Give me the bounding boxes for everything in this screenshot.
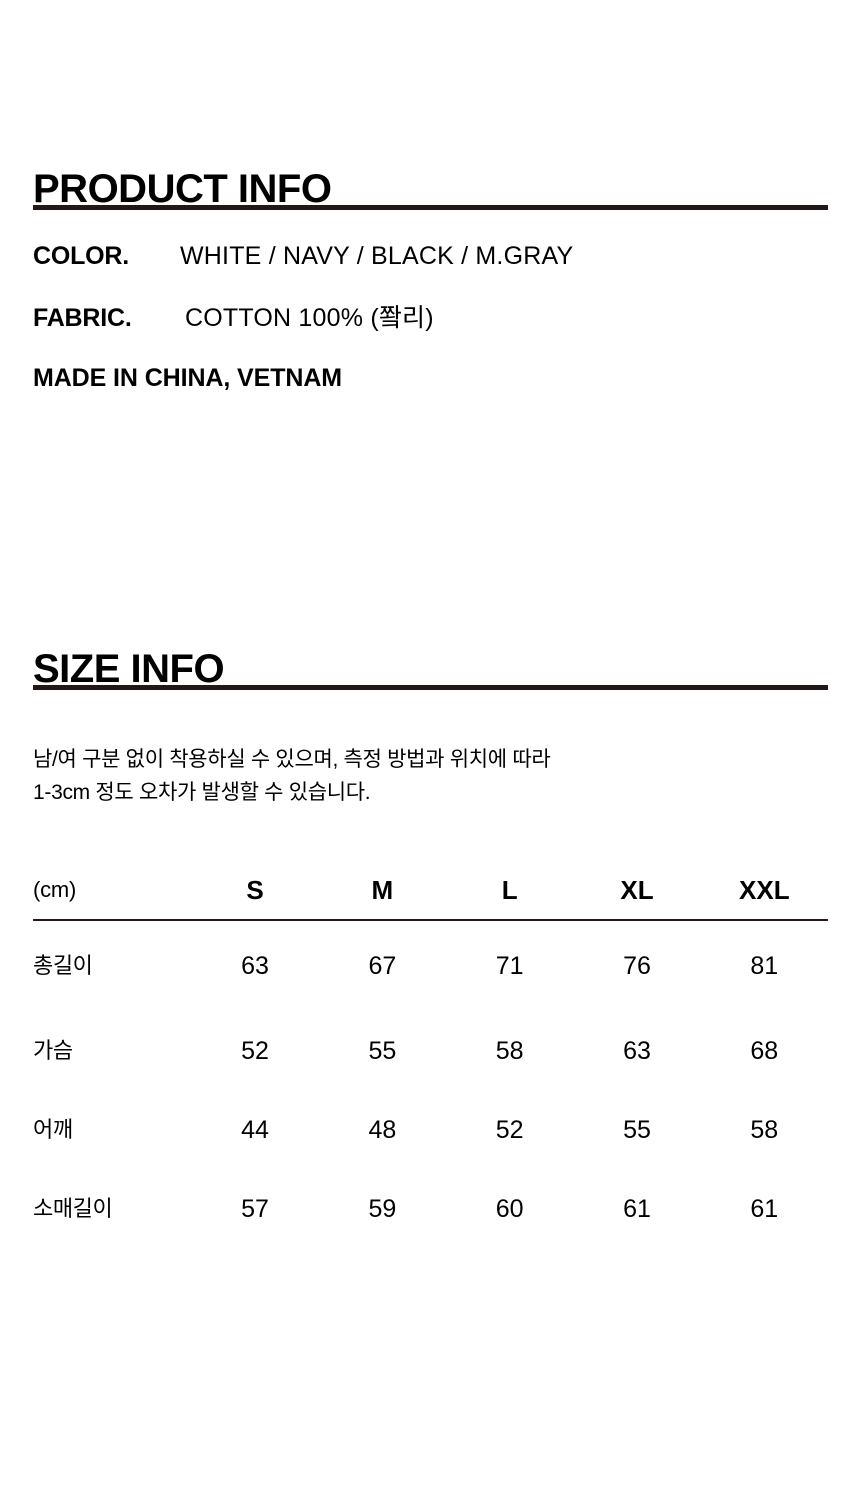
table-row: 소매길이 57 59 60 61 61: [33, 1169, 828, 1248]
spec-row-color: COLOR. WHITE / NAVY / BLACK / M.GRAY: [33, 241, 828, 271]
product-info-divider: [33, 205, 828, 210]
size-cell-sleeve-length-xxl: 61: [750, 1194, 779, 1223]
size-cell-shoulder-xl: 55: [623, 1115, 651, 1144]
size-cell-chest-l: 58: [495, 1036, 524, 1065]
size-column-header-s: S: [191, 875, 319, 921]
spec-label-color: COLOR.: [33, 242, 130, 270]
size-cell-chest-xl: 63: [623, 1036, 651, 1065]
size-cell-sleeve-length-l: 60: [495, 1194, 524, 1223]
size-cell-total-length-m: 67: [368, 952, 397, 980]
spec-row-fabric: FABRIC. COTTON 100% (쫰리): [33, 303, 828, 333]
spec-value-color: WHITE / NAVY / BLACK / M.GRAY: [180, 242, 574, 270]
spec-label-fabric: FABRIC.: [33, 304, 132, 332]
size-cell-total-length-xl: 76: [623, 952, 651, 980]
size-cell-chest-s: 52: [241, 1036, 269, 1065]
size-note-line-1: 남/여 구분 없이 착용하실 수 있으며, 측정 방법과 위치에 따라: [33, 748, 551, 771]
size-table-unit-header: (cm): [33, 875, 192, 921]
size-cell-total-length-l: 71: [495, 952, 524, 980]
size-measurement-note: 남/여 구분 없이 착용하실 수 있으며, 측정 방법과 위치에 따라 1-3c…: [33, 743, 773, 809]
size-table-header-row: (cm) S M L XL XXL: [33, 875, 828, 921]
size-cell-sleeve-length-m: 59: [368, 1194, 397, 1223]
size-row-label-total-length: 총길이: [33, 953, 93, 978]
size-cell-total-length-xxl: 81: [750, 952, 779, 980]
spec-value-fabric: COTTON 100% (쫰리): [185, 304, 434, 332]
size-cell-chest-xxl: 68: [750, 1036, 779, 1065]
size-cell-chest-m: 55: [368, 1036, 397, 1065]
made-in-text: MADE IN CHINA, VETNAM: [33, 364, 343, 392]
table-row: 가슴 52 55 58 63 68: [33, 1011, 828, 1090]
size-row-label-sleeve-length: 소매길이: [33, 1195, 113, 1221]
size-column-header-xxl: XXL: [700, 875, 828, 921]
table-row: 총길이 63 67 71 76 81: [33, 920, 828, 1011]
size-info-heading: SIZE INFO: [33, 646, 225, 691]
size-cell-shoulder-xxl: 58: [750, 1115, 779, 1144]
size-row-label-shoulder: 어깨: [33, 1116, 73, 1142]
product-info-heading: PRODUCT INFO: [33, 166, 332, 211]
size-cell-sleeve-length-s: 57: [241, 1194, 269, 1223]
size-note-line-2: 1-3cm 정도 오차가 발생할 수 있습니다.: [33, 781, 371, 804]
size-row-label-chest: 가슴: [33, 1037, 73, 1063]
size-cell-total-length-s: 63: [241, 952, 269, 980]
table-row: 어깨 44 48 52 55 58: [33, 1090, 828, 1169]
size-column-header-m: M: [318, 875, 447, 921]
size-cell-shoulder-s: 44: [241, 1115, 269, 1144]
size-chart-table: (cm) S M L XL XXL 총길이 63 67 71 76 81 가슴 …: [33, 875, 828, 1248]
size-cell-sleeve-length-xl: 61: [623, 1194, 651, 1223]
size-cell-shoulder-m: 48: [368, 1115, 397, 1144]
size-column-header-xl: XL: [573, 875, 701, 921]
size-column-header-l: L: [446, 875, 574, 921]
size-info-divider: [33, 685, 828, 690]
size-cell-shoulder-l: 52: [495, 1115, 524, 1144]
